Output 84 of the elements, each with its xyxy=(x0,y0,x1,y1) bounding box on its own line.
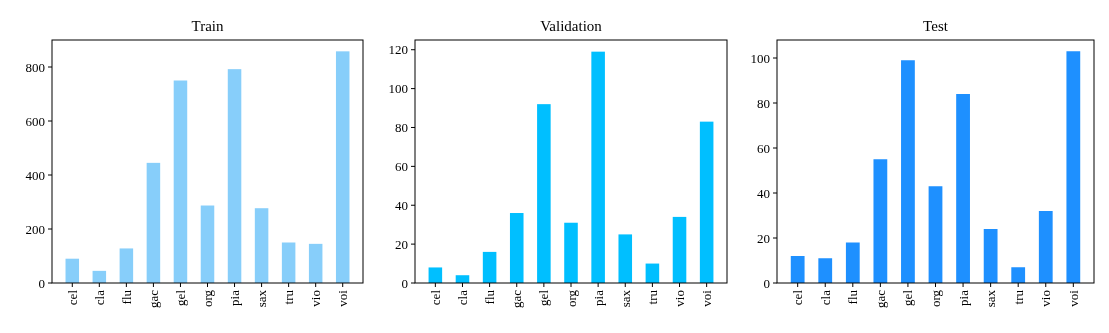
bar xyxy=(335,51,350,283)
x-tick-label: pia xyxy=(590,289,606,306)
bar xyxy=(564,222,578,283)
bar xyxy=(873,159,888,283)
x-tick-label: cla xyxy=(817,289,833,306)
bar xyxy=(983,229,998,283)
y-tick-label: 20 xyxy=(757,230,770,246)
x-tick-label: voi xyxy=(699,289,715,307)
x-tick-label: vio xyxy=(308,290,324,307)
x-tick-label: flu xyxy=(845,289,861,305)
x-tick-label: sax xyxy=(617,289,633,308)
y-tick-label: 80 xyxy=(757,95,770,111)
bar xyxy=(901,60,915,283)
y-tick-label: 0 xyxy=(763,275,770,291)
x-tick-label: gel xyxy=(536,289,552,306)
y-tick-label: 60 xyxy=(395,158,408,174)
x-tick-label: voi xyxy=(1065,289,1081,307)
x-tick-label: cel xyxy=(427,289,443,306)
bar xyxy=(818,258,833,283)
bar xyxy=(537,104,551,283)
y-tick-label: 40 xyxy=(395,197,408,213)
bar xyxy=(482,251,497,283)
y-tick-label: 20 xyxy=(395,236,408,252)
y-tick-label: 200 xyxy=(25,221,45,237)
bar xyxy=(591,51,605,283)
x-tick-label: tru xyxy=(1010,289,1026,305)
x-tick-label: gac xyxy=(509,289,525,309)
x-tick-label: cel xyxy=(64,289,80,306)
y-tick-label: 0 xyxy=(38,275,45,291)
bar xyxy=(146,162,161,283)
x-tick-label: org xyxy=(563,289,579,308)
chart-title: Train xyxy=(191,18,224,34)
x-tick-label: cla xyxy=(91,289,107,306)
chart-title: Test xyxy=(923,18,949,34)
y-tick-label: 100 xyxy=(750,50,770,66)
y-tick-label: 800 xyxy=(25,59,45,75)
bar xyxy=(173,80,188,283)
x-tick-label: gac xyxy=(145,289,161,309)
bar xyxy=(308,243,323,283)
x-tick-label: flu xyxy=(118,289,134,305)
bar xyxy=(200,205,215,283)
x-tick-label: tru xyxy=(644,289,660,305)
x-tick-label: voi xyxy=(335,289,351,307)
x-tick-label: vio xyxy=(672,290,688,307)
bar xyxy=(65,258,80,283)
bar xyxy=(699,121,714,283)
bar xyxy=(119,248,134,283)
chart-title: Validation xyxy=(540,18,603,34)
y-tick-label: 80 xyxy=(395,120,408,136)
x-tick-label: flu xyxy=(482,289,498,305)
x-tick-label: gel xyxy=(173,289,189,306)
x-tick-label: gac xyxy=(872,289,888,309)
y-tick-label: 600 xyxy=(25,113,45,129)
bar xyxy=(956,94,970,283)
bar xyxy=(1066,51,1081,283)
bar xyxy=(227,69,242,283)
x-tick-label: org xyxy=(928,289,944,308)
y-tick-label: 40 xyxy=(757,185,770,201)
bar xyxy=(618,234,633,283)
x-tick-label: pia xyxy=(955,289,971,306)
bar xyxy=(928,186,943,283)
bar xyxy=(845,242,860,283)
x-tick-label: sax xyxy=(254,289,270,308)
y-tick-label: 400 xyxy=(25,167,45,183)
x-tick-label: cla xyxy=(455,289,471,306)
x-tick-label: gel xyxy=(900,289,916,306)
y-tick-label: 100 xyxy=(388,81,408,97)
x-tick-label: tru xyxy=(281,289,297,305)
x-tick-label: org xyxy=(200,289,216,308)
bar xyxy=(1011,267,1026,283)
bar xyxy=(254,208,269,283)
x-tick-label: pia xyxy=(227,289,243,306)
bar xyxy=(790,256,805,283)
y-tick-label: 0 xyxy=(401,275,408,291)
x-tick-label: vio xyxy=(1038,290,1054,307)
bar xyxy=(672,216,687,283)
y-tick-label: 120 xyxy=(388,42,408,58)
y-tick-label: 60 xyxy=(757,140,770,156)
bar xyxy=(1038,211,1053,283)
bar xyxy=(428,267,443,283)
bar xyxy=(281,242,296,283)
bar xyxy=(509,213,524,283)
x-tick-label: cel xyxy=(790,289,806,306)
x-tick-label: sax xyxy=(983,289,999,308)
